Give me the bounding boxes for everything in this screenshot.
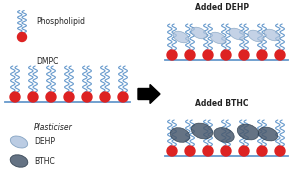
Ellipse shape [10, 136, 28, 148]
Text: Phospholipid: Phospholipid [36, 18, 85, 26]
Ellipse shape [173, 31, 189, 43]
Ellipse shape [214, 128, 234, 142]
Ellipse shape [248, 30, 264, 42]
Text: Plasticiser: Plasticiser [34, 123, 73, 132]
Circle shape [221, 50, 231, 60]
Text: DEHP: DEHP [34, 138, 55, 146]
Circle shape [167, 50, 177, 60]
Circle shape [82, 92, 92, 102]
Circle shape [185, 50, 195, 60]
Circle shape [239, 146, 249, 156]
Ellipse shape [10, 155, 28, 167]
FancyArrow shape [138, 84, 160, 104]
Circle shape [221, 146, 231, 156]
Circle shape [239, 50, 249, 60]
Ellipse shape [191, 123, 213, 139]
Circle shape [275, 146, 285, 156]
Ellipse shape [229, 28, 245, 40]
Circle shape [203, 146, 213, 156]
Circle shape [185, 146, 195, 156]
Circle shape [64, 92, 74, 102]
Circle shape [17, 33, 26, 42]
Circle shape [10, 92, 20, 102]
Text: Added DEHP: Added DEHP [195, 4, 249, 12]
Ellipse shape [170, 128, 190, 142]
Circle shape [28, 92, 38, 102]
Ellipse shape [264, 29, 280, 41]
Circle shape [118, 92, 128, 102]
Circle shape [275, 50, 285, 60]
Ellipse shape [258, 127, 278, 141]
Circle shape [257, 146, 267, 156]
Text: DMPC: DMPC [36, 57, 58, 67]
Circle shape [100, 92, 110, 102]
Text: Added BTHC: Added BTHC [195, 98, 249, 108]
Circle shape [257, 50, 267, 60]
Text: BTHC: BTHC [34, 156, 55, 166]
Ellipse shape [237, 124, 259, 140]
Circle shape [46, 92, 56, 102]
Ellipse shape [191, 27, 207, 39]
Circle shape [203, 50, 213, 60]
Circle shape [167, 146, 177, 156]
Ellipse shape [210, 32, 226, 44]
